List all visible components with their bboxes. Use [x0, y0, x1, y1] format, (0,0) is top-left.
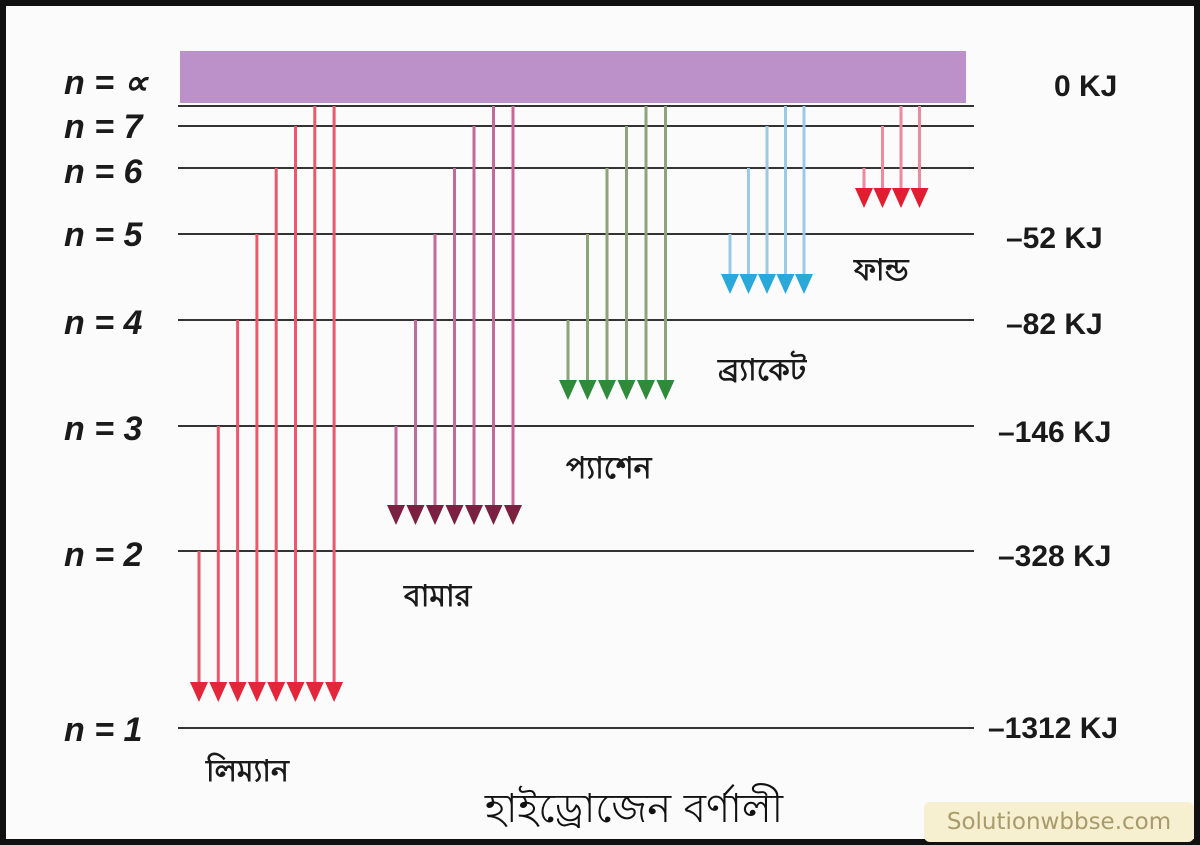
- energy-label-1: –1312 KJ: [988, 712, 1118, 745]
- transition-arrowhead: [406, 505, 425, 525]
- transition-arrowhead: [758, 274, 776, 294]
- watermark: Solutionwbbse.com: [924, 802, 1194, 842]
- series-label-paschen: প্যাশেন: [566, 451, 653, 486]
- transition-arrowhead: [209, 682, 228, 702]
- level-label-1: n = 1: [64, 711, 142, 749]
- level-label-4: n = 4: [64, 304, 143, 342]
- transition-arrowhead: [387, 505, 405, 525]
- transition-arrowhead: [190, 682, 208, 702]
- transition-arrowhead: [598, 380, 616, 400]
- series-2: [559, 106, 675, 400]
- energy-label-5: –52 KJ: [1006, 222, 1103, 255]
- series-0: [190, 106, 344, 702]
- transition-arrowhead: [656, 380, 675, 400]
- continuum-band: [180, 51, 966, 103]
- transition-arrowhead: [739, 274, 758, 294]
- transition-arrowhead: [910, 188, 929, 208]
- diagram-caption: হাইড্রোজেন বর্ণালী: [484, 783, 784, 832]
- level-label-3: n = 3: [64, 410, 143, 448]
- transition-arrowhead: [325, 682, 344, 702]
- transition-arrowhead: [721, 274, 739, 294]
- energy-label-3: –146 KJ: [998, 416, 1111, 449]
- level-label-5: n = 5: [64, 216, 144, 254]
- transition-arrowhead: [892, 188, 910, 208]
- transition-arrowhead: [855, 188, 873, 208]
- series-label-pfund: ফান্ড: [853, 253, 910, 288]
- transition-arrowhead: [426, 505, 444, 525]
- transition-arrowhead: [484, 505, 503, 525]
- transition-arrowhead: [873, 188, 892, 208]
- energy-label-4: –82 KJ: [1006, 308, 1103, 341]
- transition-arrowhead: [559, 380, 577, 400]
- energy-label-2: –328 KJ: [998, 540, 1111, 573]
- series-label-brackett: ব্র্যাকেট: [717, 350, 808, 388]
- energy-level-diagram: n = ∝ n = 7 n = 6 n = 5 n = 4 n = 3 n = …: [64, 51, 1118, 832]
- transition-arrowhead: [617, 380, 636, 400]
- series-1: [387, 106, 522, 525]
- transition-arrowhead: [795, 274, 813, 294]
- level-label-7: n = 7: [64, 108, 145, 146]
- transition-arrowhead: [305, 682, 324, 702]
- level-label-2: n = 2: [64, 536, 143, 574]
- transition-arrowhead: [465, 505, 483, 525]
- series-label-lyman: লিম্যান: [205, 752, 290, 789]
- transition-arrowhead: [776, 274, 795, 294]
- transition-arrowhead: [247, 682, 266, 702]
- energy-label-inf: 0 KJ: [1054, 70, 1117, 103]
- transition-arrowhead: [637, 380, 655, 400]
- transition-arrowhead: [504, 505, 522, 525]
- series-3: [721, 106, 813, 294]
- transition-arrowhead: [445, 505, 464, 525]
- level-label-6: n = 6: [64, 153, 144, 191]
- transition-arrowhead: [286, 682, 305, 702]
- level-label-inf: n = ∝: [64, 64, 150, 102]
- transition-arrowhead: [267, 682, 286, 702]
- series-label-balmer: বামার: [403, 579, 473, 614]
- series-4: [855, 106, 929, 208]
- transition-arrowhead: [228, 682, 247, 702]
- transition-arrowhead: [578, 380, 597, 400]
